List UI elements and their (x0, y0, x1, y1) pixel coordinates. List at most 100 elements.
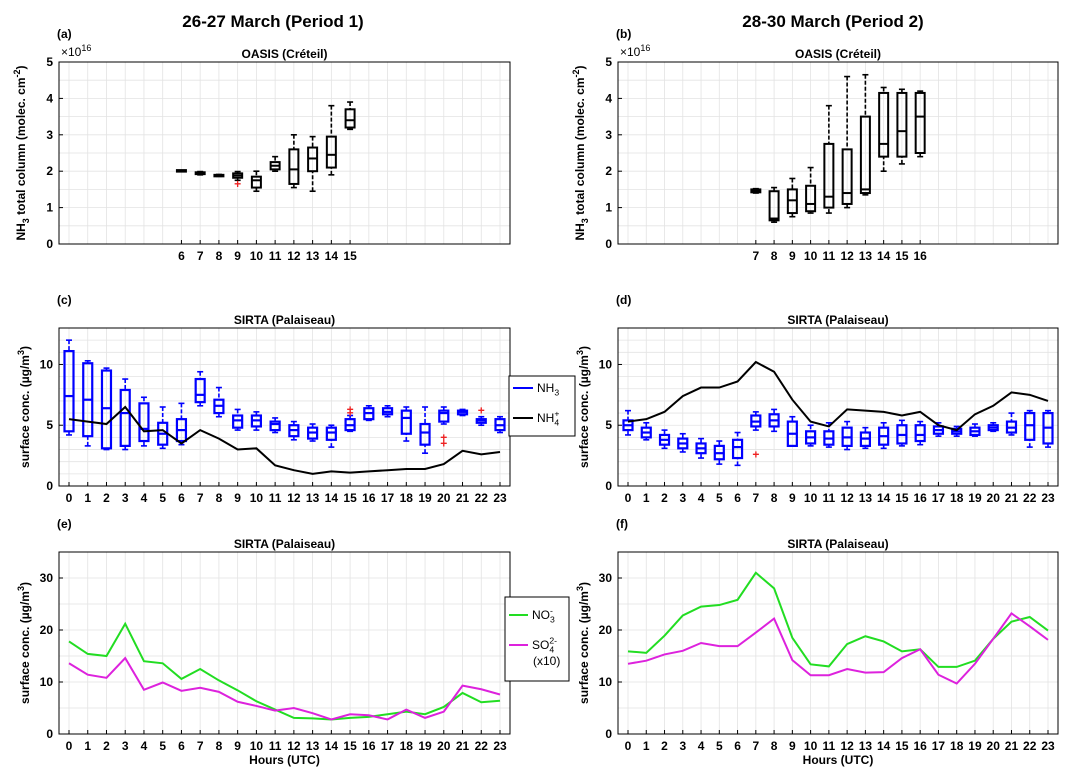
panel-label: (a) (57, 27, 72, 41)
x-tick-label: 12 (287, 249, 301, 263)
box-mark (325, 104, 337, 176)
x-tick-label: 0 (625, 739, 632, 753)
x-tick-label: 20 (437, 491, 451, 505)
box-iqr (438, 409, 450, 423)
y-tick-label: 0 (46, 237, 53, 251)
box-iqr (344, 108, 356, 129)
x-tick-label: 15 (343, 739, 357, 753)
box-mark (288, 134, 300, 189)
box-mark: + (750, 411, 762, 461)
x-tick-label: 8 (216, 491, 223, 505)
box-mark (456, 408, 469, 417)
series-line-so4 (68, 656, 501, 721)
box-mark (250, 411, 262, 431)
box-mark (194, 170, 206, 176)
x-tick-label: 18 (400, 491, 414, 505)
x-tick-label: 16 (362, 491, 376, 505)
x-tick-label: 2 (661, 491, 668, 505)
x-tick-label: 11 (269, 249, 282, 263)
y-tick-label: 3 (46, 128, 53, 142)
series-line-no3 (627, 571, 1049, 668)
box-mark (325, 424, 337, 448)
x-tick-label: 12 (287, 739, 301, 753)
x-tick-label: 15 (343, 249, 357, 263)
x-tick-label: 10 (250, 491, 264, 505)
x-tick-label: 13 (859, 249, 873, 263)
y-exponent: ×1016 (61, 43, 91, 59)
x-tick-label: 6 (178, 491, 185, 505)
x-tick-label: 7 (197, 491, 204, 505)
x-tick-label: 8 (771, 249, 778, 263)
box-iqr (119, 388, 131, 447)
box-iqr (400, 409, 412, 435)
box-outlier: + (440, 436, 447, 450)
x-tick-label: 0 (625, 491, 632, 505)
x-tick-label: 10 (804, 249, 818, 263)
panel-label: (c) (57, 293, 72, 307)
panel-title: SIRTA (Palaiseau) (787, 313, 888, 327)
box-mark (658, 429, 671, 450)
box-mark (713, 440, 725, 465)
legend-label: NO3- (532, 606, 555, 625)
x-tick-label: 4 (141, 491, 148, 505)
x-tick-label: 12 (840, 491, 854, 505)
panel-label: (e) (57, 517, 72, 531)
series-line-so4 (627, 611, 1049, 685)
box-mark (914, 420, 926, 446)
x-tick-label: 16 (362, 739, 376, 753)
x-axis-label: Hours (UTC) (249, 753, 320, 767)
x-tick-label: 12 (840, 739, 854, 753)
x-tick-label: 21 (1005, 491, 1019, 505)
panel-title: SIRTA (Palaiseau) (787, 537, 888, 551)
box-outlier: + (347, 406, 354, 420)
box-mark (987, 421, 999, 433)
y-tick-label: 5 (605, 55, 612, 69)
x-tick-label: 7 (752, 491, 759, 505)
x-tick-label: 5 (159, 739, 166, 753)
x-tick-label: 5 (716, 491, 723, 505)
x-tick-label: 5 (159, 491, 166, 505)
box-mark: ++ (344, 402, 356, 433)
box-mark (731, 431, 744, 467)
x-tick-label: 2 (661, 739, 668, 753)
y-tick-label: 0 (46, 479, 53, 493)
x-tick-label: 13 (306, 491, 320, 505)
x-tick-label: 9 (234, 739, 241, 753)
y-tick-label: 4 (605, 91, 612, 105)
box-mark (786, 177, 798, 218)
box-mark (896, 88, 908, 165)
box-mark (805, 166, 817, 214)
x-tick-label: 14 (877, 491, 891, 505)
box-iqr (1024, 411, 1036, 441)
x-tick-label: 14 (325, 739, 339, 753)
x-tick-label: 8 (216, 249, 223, 263)
plot-frame (58, 61, 511, 245)
box-outlier: + (347, 402, 354, 416)
box-iqr (841, 148, 853, 205)
y-tick-label: 30 (599, 571, 613, 585)
y-tick-label: 30 (40, 571, 54, 585)
x-tick-label: 19 (968, 491, 982, 505)
x-tick-label: 16 (913, 491, 927, 505)
x-tick-label: 11 (823, 491, 836, 505)
plot-frame (617, 61, 1059, 245)
x-tick-label: 1 (643, 491, 650, 505)
legend-box (508, 375, 576, 437)
y-axis-label: NH3 total column (molec. cm-2) (12, 65, 31, 240)
legend-aerosol: NO3- SO42-(x10) (504, 596, 570, 682)
legend-label: SO42- (532, 636, 557, 655)
y-tick-label: 0 (605, 727, 612, 741)
box-iqr (823, 142, 835, 209)
x-tick-label: 20 (437, 739, 451, 753)
legend-note: (x10) (533, 654, 560, 668)
x-tick-label: 17 (932, 491, 946, 505)
x-tick-label: 19 (968, 739, 982, 753)
y-tick-label: 20 (40, 623, 54, 637)
panel-label: (f) (616, 517, 628, 531)
legend-ammonia: NH3 NH4+ (508, 375, 576, 437)
box-iqr (250, 175, 262, 189)
x-tick-label: 15 (343, 491, 357, 505)
box-mark (344, 101, 356, 131)
box-mark (419, 406, 431, 454)
